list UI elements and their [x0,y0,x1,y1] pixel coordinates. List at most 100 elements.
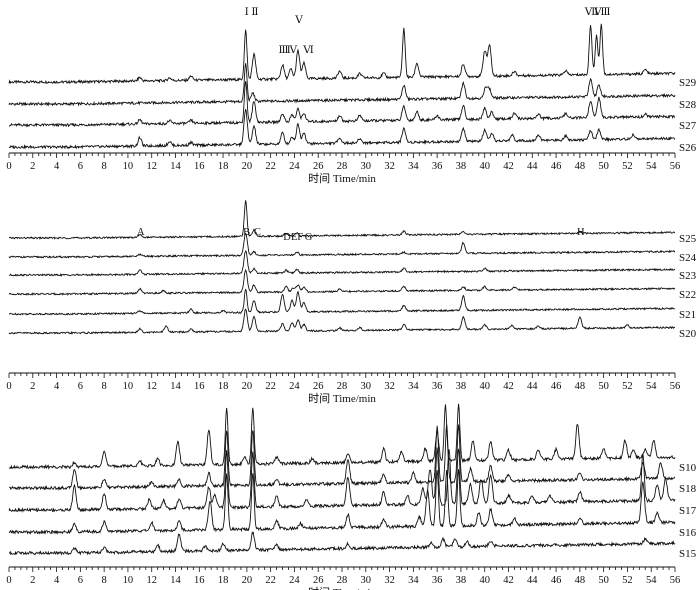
x-tick-label: 24 [289,381,300,392]
x-tick-label: 40 [479,161,490,172]
peak-label: B [243,227,250,238]
trace-s16 [8,469,676,535]
x-tick-label: 18 [218,575,229,586]
series-label-s26: S26 [679,142,697,154]
x-tick-label: 50 [598,381,609,392]
x-tick-label: 54 [646,381,657,392]
x-tick-label: 48 [575,575,586,586]
x-tick-label: 20 [242,575,253,586]
x-tick-label: 20 [242,161,253,172]
x-tick-label: 46 [551,161,562,172]
trace-s23 [8,250,676,277]
x-tick-label: 44 [527,161,538,172]
x-tick-label: 52 [622,381,633,392]
x-tick-label: 42 [503,381,514,392]
x-tick-label: 52 [622,575,633,586]
x-tick-label: 40 [479,381,490,392]
series-label-s17: S17 [679,505,697,517]
x-tick-label: 38 [456,575,467,586]
peak-label: Ⅷ [593,7,611,18]
trace-s15 [8,531,676,556]
x-tick-label: 36 [432,161,443,172]
trace-s26 [8,109,676,150]
peak-label: H [577,227,585,238]
x-axis-title: 时间 Time/min [308,172,376,185]
trace-s24 [8,232,676,259]
series-label-s23: S23 [679,270,697,282]
peak-label: Ⅴ [294,15,303,26]
x-tick-label: 42 [503,161,514,172]
peak-label: Ⅵ [302,45,314,56]
x-tick-label: 2 [30,575,35,586]
x-tick-label: 54 [646,575,657,586]
x-tick-label: 20 [242,381,253,392]
x-tick-label: 30 [361,381,372,392]
x-tick-label: 0 [6,575,11,586]
x-tick-label: 52 [622,161,633,172]
x-tick-label: 2 [30,381,35,392]
x-tick-label: 8 [102,161,107,172]
x-tick-label: 44 [527,575,538,586]
x-tick-label: 12 [146,161,157,172]
x-tick-label: 0 [6,161,11,172]
x-tick-label: 0 [6,381,11,392]
x-tick-label: 22 [265,161,276,172]
x-tick-label: 26 [313,381,324,392]
x-tick-label: 18 [218,161,229,172]
x-tick-label: 32 [384,381,395,392]
x-tick-label: 28 [337,161,348,172]
peak-label: Ⅶ [584,7,599,18]
series-label-s16: S16 [679,527,697,539]
trace-s25 [8,200,676,240]
trace-s28 [8,63,676,107]
x-tick-label: 26 [313,575,324,586]
peak-label: Ⅰ [245,7,249,18]
x-tick-label: 30 [361,161,372,172]
x-tick-label: 4 [54,575,60,586]
x-tick-label: 14 [170,161,181,172]
trace-s17 [8,447,676,514]
x-tick-label: 4 [54,161,60,172]
x-tick-label: 34 [408,575,419,586]
x-tick-label: 36 [432,575,443,586]
x-tick-label: 22 [265,381,276,392]
trace-s21 [8,288,676,316]
peak-label: A [137,227,145,238]
series-label-s18: S18 [679,483,697,495]
x-tick-label: 42 [503,575,514,586]
x-tick-label: 28 [337,575,348,586]
x-tick-label: 48 [575,161,586,172]
x-tick-label: 8 [102,575,107,586]
series-label-s20: S20 [679,328,697,340]
trace-s10 [8,403,676,470]
x-tick-label: 46 [551,575,562,586]
trace-s22 [8,268,676,296]
series-label-s22: S22 [679,289,696,301]
x-tick-label: 48 [575,381,586,392]
peak-label: G [305,232,313,243]
x-tick-label: 6 [78,381,83,392]
series-label-s24: S24 [679,252,697,264]
x-tick-label: 18 [218,381,229,392]
peak-label: Ⅱ [251,7,258,18]
x-tick-label: 12 [146,575,157,586]
peak-label: E [291,232,297,243]
x-tick-label: 16 [194,381,205,392]
trace-s18 [8,424,676,491]
x-tick-label: 40 [479,575,490,586]
x-tick-label: 50 [598,575,609,586]
trace-s20 [8,308,676,335]
x-tick-label: 24 [289,161,300,172]
trace-s29 [8,23,676,85]
peak-label: D [283,232,291,243]
x-tick-label: 28 [337,381,348,392]
x-tick-label: 2 [30,161,35,172]
x-tick-label: 32 [384,575,395,586]
x-tick-label: 14 [170,381,181,392]
x-tick-label: 44 [527,381,538,392]
x-tick-label: 54 [646,161,657,172]
x-tick-label: 32 [384,161,395,172]
x-tick-label: 14 [170,575,181,586]
peak-label: F [297,232,303,243]
